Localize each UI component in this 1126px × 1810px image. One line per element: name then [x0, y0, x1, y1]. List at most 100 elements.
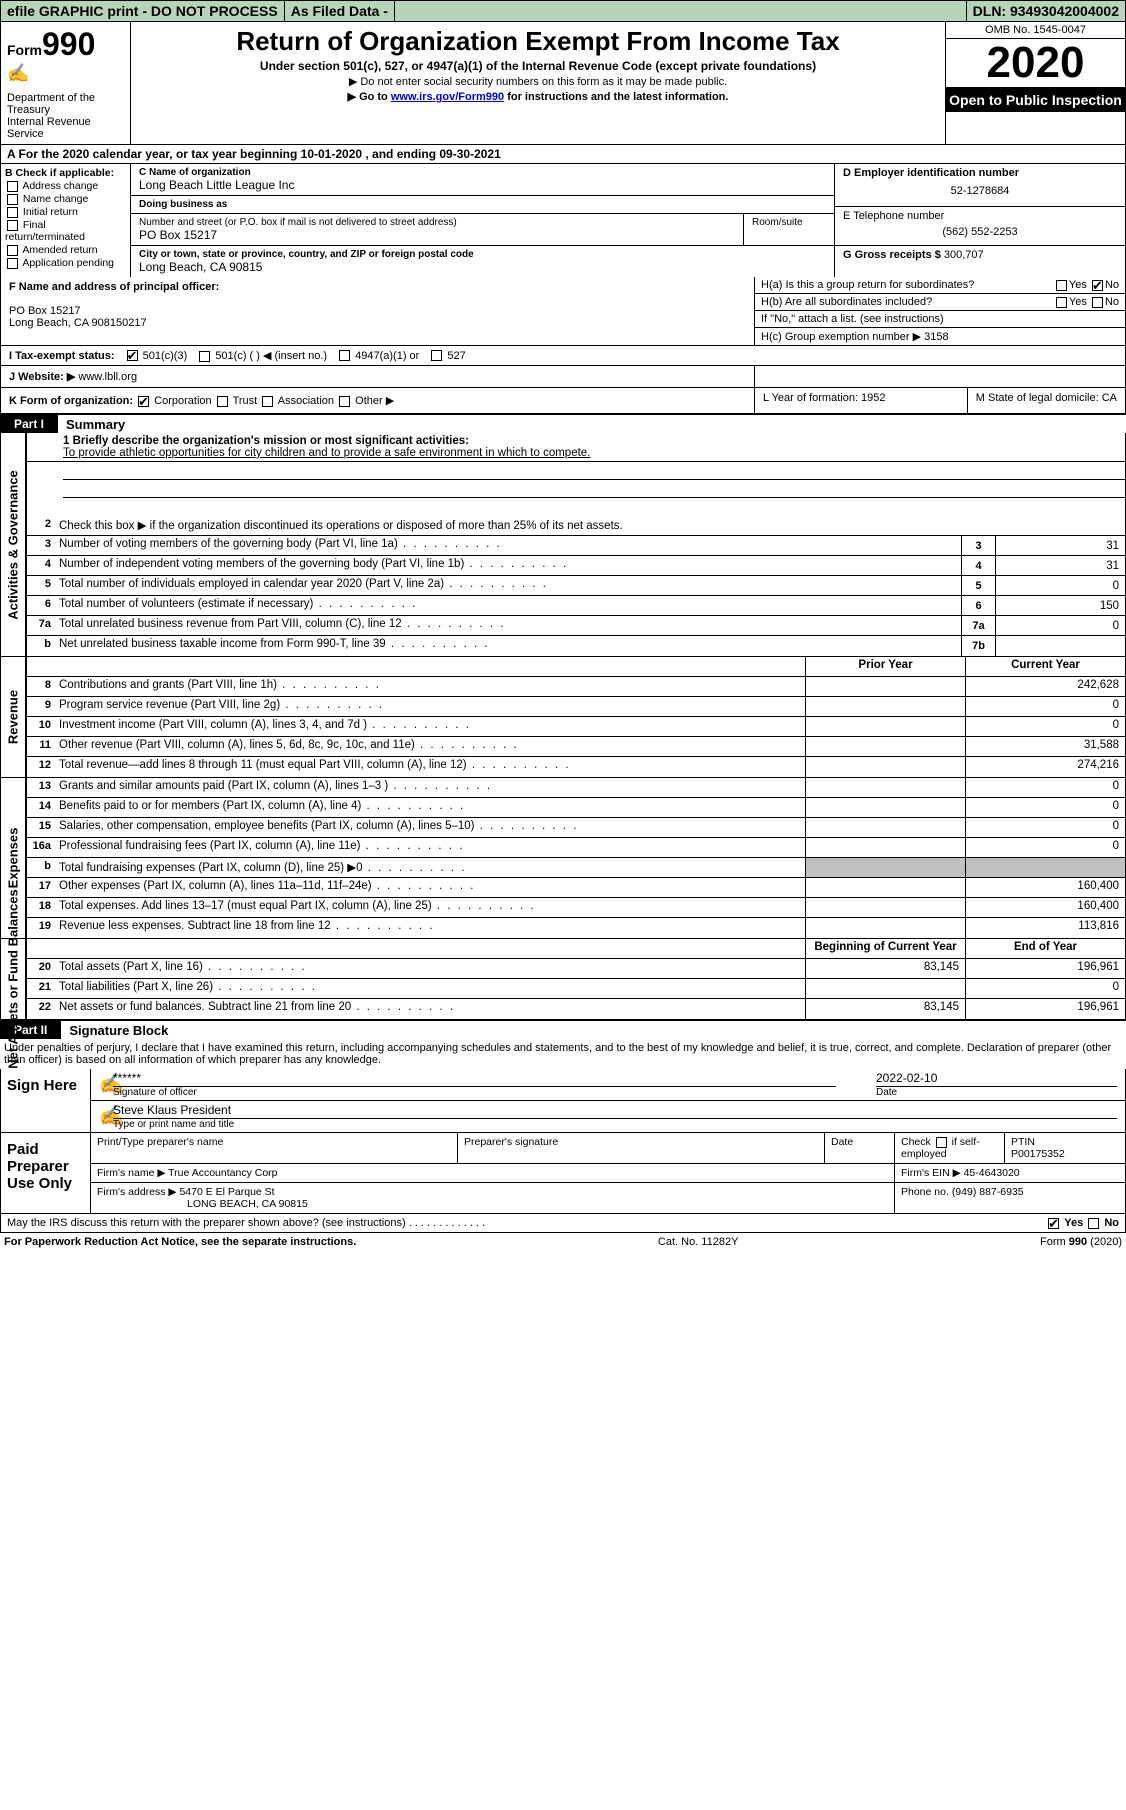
penalty-statement: Under penalties of perjury, I declare th… — [0, 1039, 1126, 1069]
revenue-line-9: 9Program service revenue (Part VIII, lin… — [27, 697, 1125, 717]
ha-yes[interactable] — [1056, 280, 1067, 291]
officer-addr1: PO Box 15217 — [9, 305, 81, 317]
ein: 52-1278684 — [843, 179, 1117, 203]
org-name: Long Beach Little League Inc — [139, 178, 826, 192]
expense-line-b: bTotal fundraising expenses (Part IX, co… — [27, 858, 1125, 878]
box-deg: D Employer identification number 52-1278… — [835, 164, 1125, 277]
summary-line-5: 5Total number of individuals employed in… — [27, 576, 1125, 596]
cb-527[interactable] — [431, 350, 442, 361]
expense-line-18: 18Total expenses. Add lines 13–17 (must … — [27, 898, 1125, 918]
firm-phone: (949) 887-6935 — [952, 1186, 1024, 1198]
entity-block: B Check if applicable: Address change Na… — [0, 164, 1126, 277]
page-footer: For Paperwork Reduction Act Notice, see … — [0, 1233, 1126, 1251]
cb-amended-return[interactable] — [7, 245, 18, 256]
revenue-line-10: 10Investment income (Part VIII, column (… — [27, 717, 1125, 737]
street-address: PO Box 15217 — [139, 228, 735, 242]
cb-501c[interactable] — [199, 351, 210, 362]
form-number: Form990 — [7, 26, 124, 63]
officer-addr2: Long Beach, CA 908150217 — [9, 317, 147, 329]
netassets-line-22: 22Net assets or fund balances. Subtract … — [27, 999, 1125, 1019]
mission-text: To provide athletic opportunities for ci… — [63, 447, 590, 459]
top-banner: efile GRAPHIC print - DO NOT PROCESS As … — [0, 0, 1126, 22]
activities-section: Activities & Governance 1 Briefly descri… — [0, 433, 1126, 657]
block-fh: F Name and address of principal officer:… — [0, 277, 1126, 346]
netassets-line-21: 21Total liabilities (Part X, line 26)0 — [27, 979, 1125, 999]
cb-other[interactable] — [339, 396, 350, 407]
expense-line-19: 19Revenue less expenses. Subtract line 1… — [27, 918, 1125, 938]
netassets-line-20: 20Total assets (Part X, line 16)83,14519… — [27, 959, 1125, 979]
note-ssn: ▶ Do not enter social security numbers o… — [139, 75, 937, 88]
firm-name: True Accountancy Corp — [168, 1167, 277, 1179]
cb-final-return[interactable] — [7, 220, 18, 231]
year-formation: L Year of formation: 1952 — [755, 388, 968, 413]
tax-year: 2020 — [946, 39, 1125, 88]
cb-trust[interactable] — [217, 396, 228, 407]
box-h: H(a) Is this a group return for subordin… — [755, 277, 1125, 345]
discuss-yes[interactable] — [1048, 1218, 1059, 1229]
discuss-row: May the IRS discuss this return with the… — [0, 1214, 1126, 1233]
row-k: K Form of organization: Corporation Trus… — [0, 388, 1126, 414]
revenue-line-8: 8Contributions and grants (Part VIII, li… — [27, 677, 1125, 697]
signature-stars: ****** — [113, 1071, 836, 1087]
firm-addr1: 5470 E El Parque St — [179, 1186, 274, 1198]
row-a-period: A For the 2020 calendar year, or tax yea… — [0, 145, 1126, 164]
sign-date: 2022-02-10 — [876, 1071, 1117, 1087]
summary-line-7a: 7aTotal unrelated business revenue from … — [27, 616, 1125, 636]
firm-addr2: LONG BEACH, CA 90815 — [187, 1198, 308, 1210]
form-header: Form990 ✍ Department of the Treasury Int… — [0, 22, 1126, 145]
dln-text: DLN: 93493042004002 — [966, 1, 1125, 21]
note-link: ▶ Go to www.irs.gov/Form990 for instruct… — [139, 90, 937, 103]
row-j: J Website: ▶ www.lbll.org — [0, 366, 1126, 388]
expense-line-14: 14Benefits paid to or for members (Part … — [27, 798, 1125, 818]
form-title: Return of Organization Exempt From Incom… — [139, 26, 937, 57]
box-b: B Check if applicable: Address change Na… — [1, 164, 131, 277]
city-state-zip: Long Beach, CA 90815 — [139, 260, 826, 274]
summary-line-3: 3Number of voting members of the governi… — [27, 536, 1125, 556]
irs-link[interactable]: www.irs.gov/Form990 — [391, 91, 504, 103]
phone: (562) 552-2253 — [843, 222, 1117, 242]
cb-address-change[interactable] — [7, 181, 18, 192]
hb-yes[interactable] — [1056, 297, 1067, 308]
form-subtitle: Under section 501(c), 527, or 4947(a)(1)… — [139, 59, 937, 73]
dept-treasury: Department of the Treasury — [7, 92, 124, 116]
box-f: F Name and address of principal officer:… — [1, 277, 755, 345]
part-2-header: Part II Signature Block — [0, 1020, 1126, 1039]
hb-no[interactable] — [1092, 297, 1103, 308]
row-i-status: I Tax-exempt status: 501(c)(3) 501(c) ( … — [0, 346, 1126, 366]
cb-corporation[interactable] — [138, 396, 149, 407]
group-exemption: H(c) Group exemption number ▶ 3158 — [761, 330, 949, 343]
expense-line-15: 15Salaries, other compensation, employee… — [27, 818, 1125, 838]
irs-text: Internal Revenue Service — [7, 116, 124, 140]
cb-association[interactable] — [262, 396, 273, 407]
expense-line-16a: 16aProfessional fundraising fees (Part I… — [27, 838, 1125, 858]
ptin: P00175352 — [1011, 1148, 1065, 1160]
part-1-header: Part I Summary — [0, 414, 1126, 433]
efile-text: efile GRAPHIC print - DO NOT PROCESS — [1, 1, 285, 21]
firm-ein: 45-4643020 — [964, 1167, 1020, 1179]
summary-line-7b: bNet unrelated business taxable income f… — [27, 636, 1125, 656]
discuss-no[interactable] — [1088, 1218, 1099, 1229]
revenue-line-11: 11Other revenue (Part VIII, column (A), … — [27, 737, 1125, 757]
revenue-line-12: 12Total revenue—add lines 8 through 11 (… — [27, 757, 1125, 777]
cb-4947[interactable] — [339, 350, 350, 361]
officer-name: Steve Klaus President — [113, 1103, 1117, 1119]
line-1: 1 Briefly describe the organization's mi… — [27, 433, 1125, 462]
summary-line-6: 6Total number of volunteers (estimate if… — [27, 596, 1125, 616]
cb-name-change[interactable] — [7, 194, 18, 205]
open-inspection: Open to Public Inspection — [946, 88, 1125, 112]
asfiled-text: As Filed Data - — [285, 1, 395, 21]
cb-application-pending[interactable] — [7, 258, 18, 269]
cb-initial-return[interactable] — [7, 207, 18, 218]
expenses-section: Expenses 13Grants and similar amounts pa… — [0, 778, 1126, 939]
summary-line-4: 4Number of independent voting members of… — [27, 556, 1125, 576]
box-c: C Name of organization Long Beach Little… — [131, 164, 835, 277]
revenue-section: Revenue Prior Year Current Year 8Contrib… — [0, 657, 1126, 778]
netassets-section: Net Assets or Fund Balances Beginning of… — [0, 939, 1126, 1020]
state-domicile: M State of legal domicile: CA — [968, 388, 1125, 413]
website: www.lbll.org — [78, 371, 137, 383]
cb-501c3[interactable] — [127, 350, 138, 361]
expense-line-13: 13Grants and similar amounts paid (Part … — [27, 778, 1125, 798]
ha-no[interactable] — [1092, 280, 1103, 291]
cb-self-employed[interactable] — [936, 1137, 947, 1148]
expense-line-17: 17Other expenses (Part IX, column (A), l… — [27, 878, 1125, 898]
